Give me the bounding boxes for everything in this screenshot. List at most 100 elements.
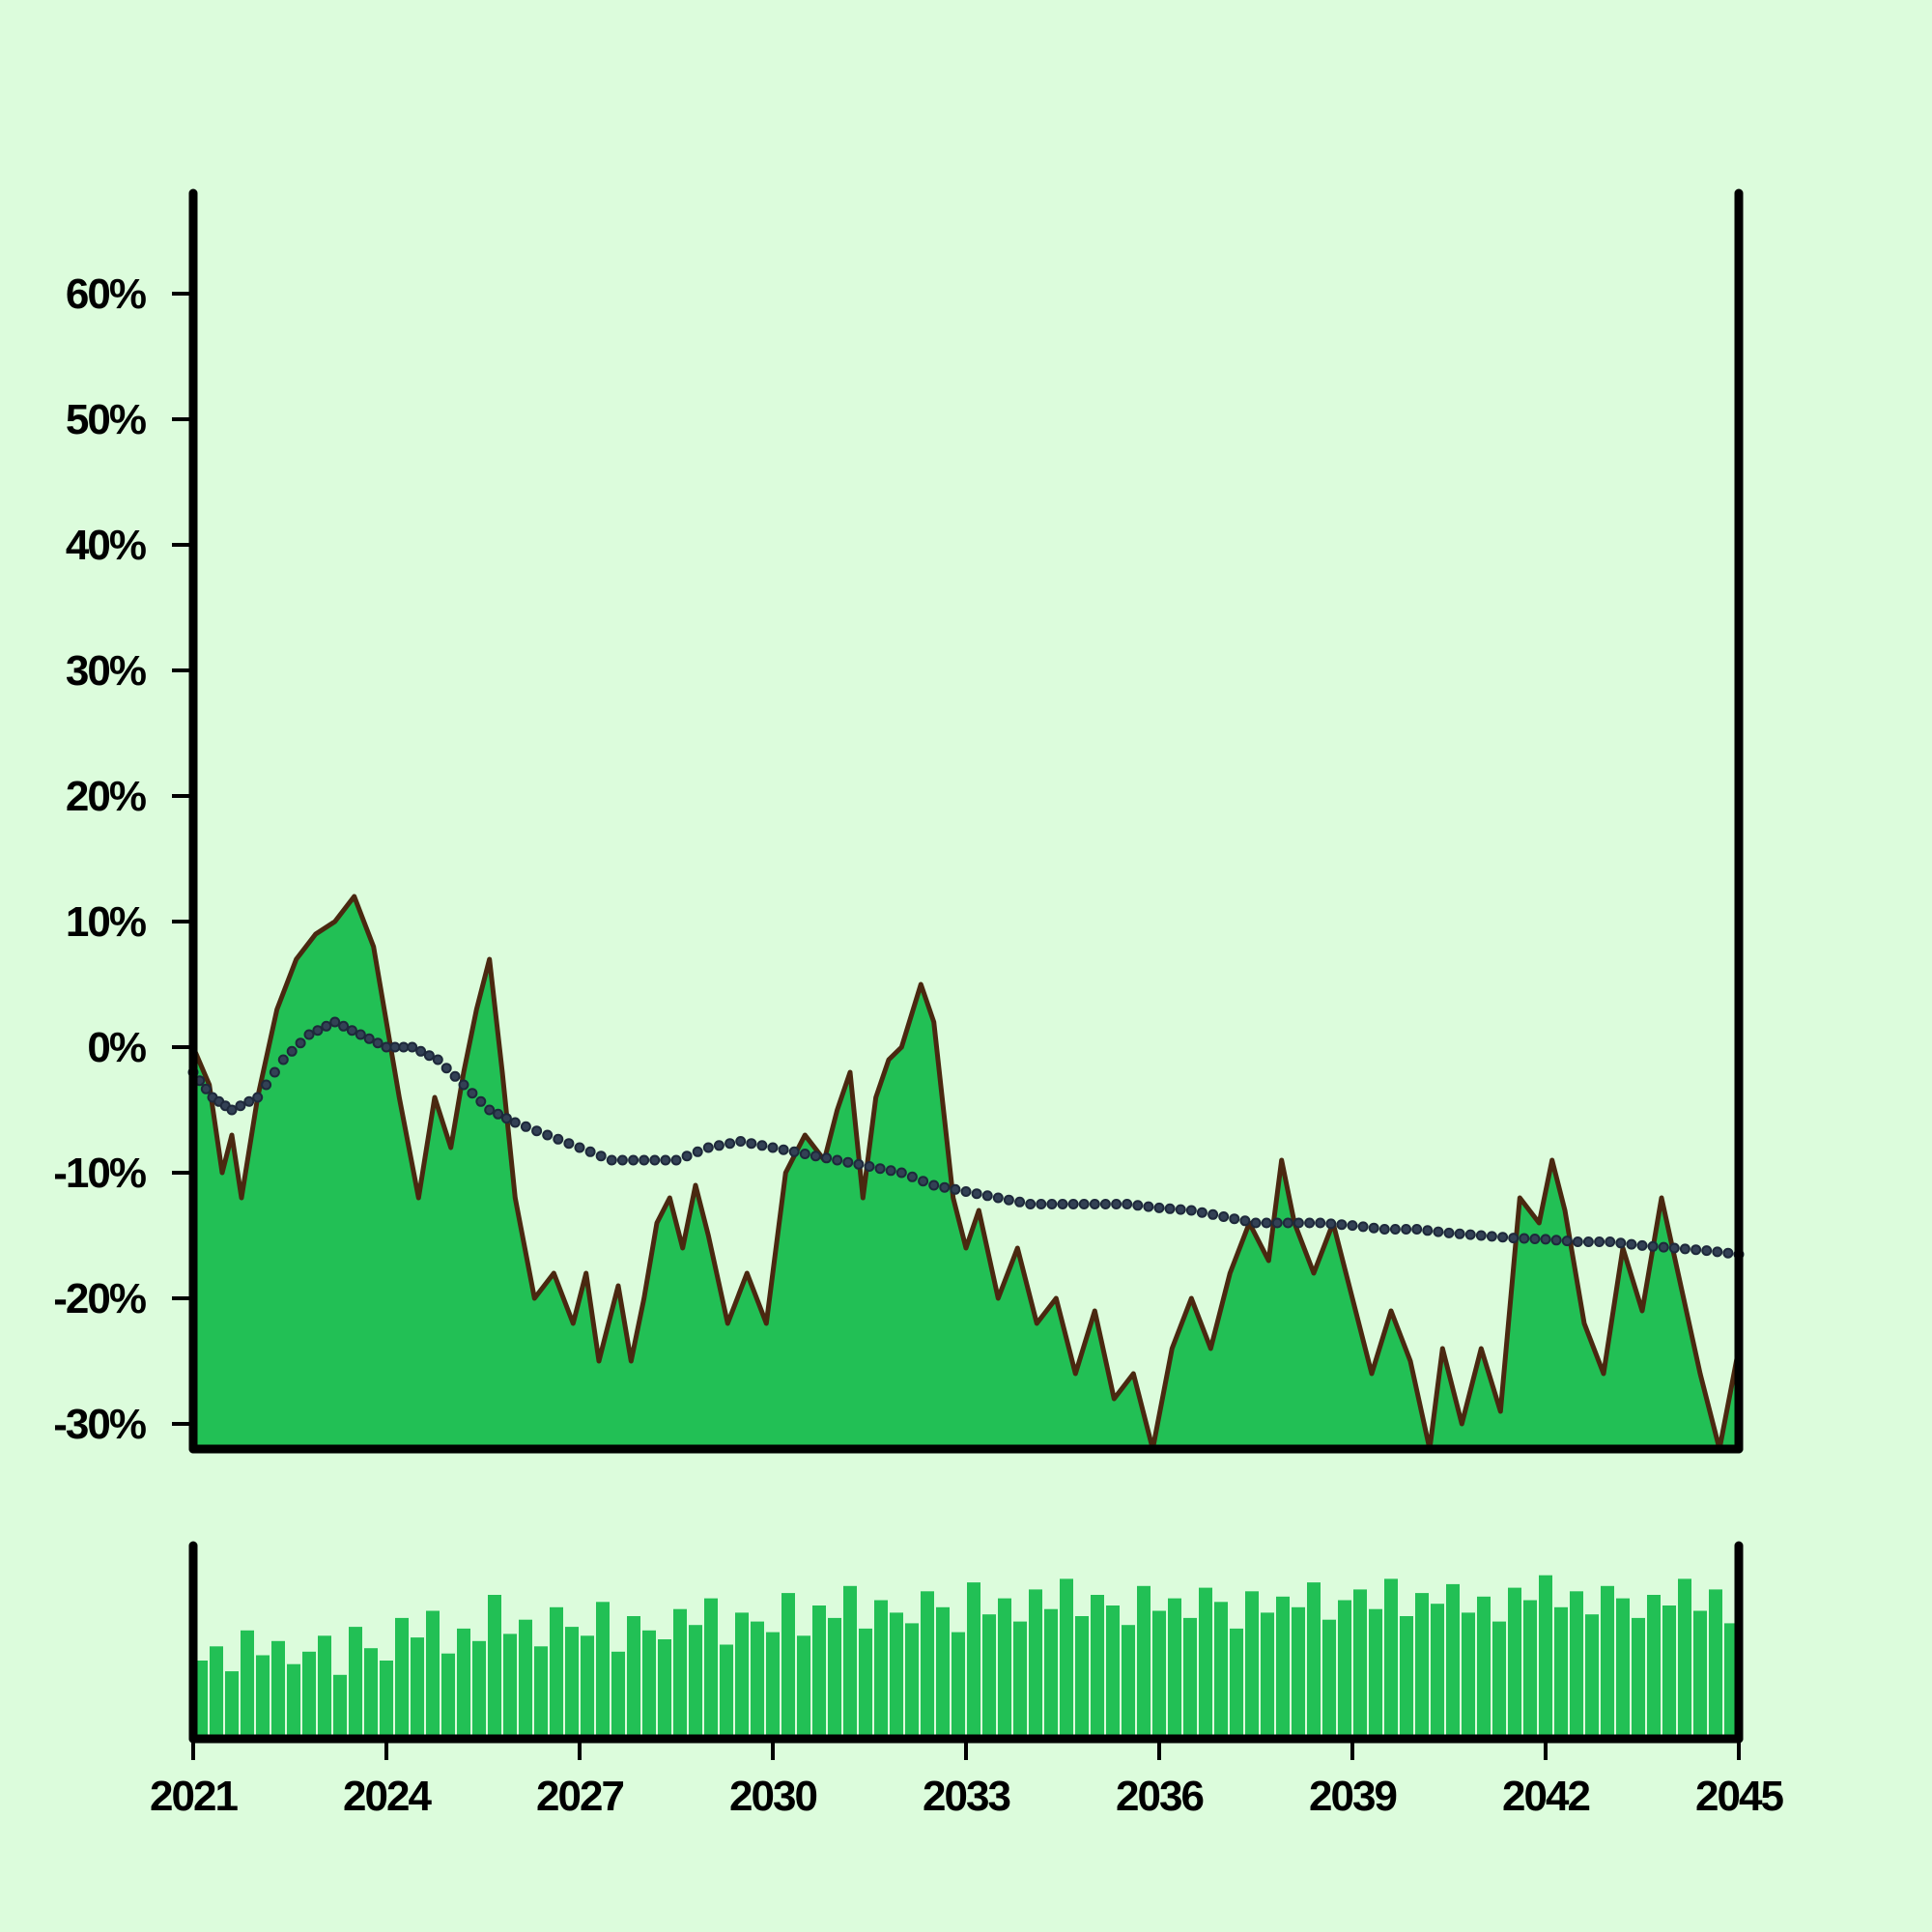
trend-dot [493, 1108, 504, 1120]
volume-bar [1369, 1608, 1382, 1739]
trend-dot [1153, 1202, 1165, 1213]
volume-bar [1245, 1591, 1259, 1739]
volume-bar [828, 1617, 841, 1739]
volume-bar [642, 1630, 656, 1739]
series-line [190, 894, 1742, 1452]
trend-dot [1658, 1241, 1669, 1253]
trend-dot [467, 1088, 478, 1099]
x-tick-label: 2036 [1116, 1773, 1203, 1820]
trend-dot [713, 1140, 724, 1151]
trend-dot [329, 1016, 341, 1028]
trend-dot [1722, 1247, 1734, 1259]
trend-dot [1529, 1234, 1541, 1244]
trend-dot [520, 1121, 531, 1132]
trend-dot [681, 1151, 693, 1162]
y-tick-label: -20% [53, 1275, 146, 1322]
trend-dot [853, 1158, 865, 1170]
trend-dot [1111, 1199, 1122, 1209]
trend-dot [906, 1171, 918, 1182]
trend-dot [475, 1095, 487, 1107]
volume-bar [241, 1630, 254, 1739]
volume-bar [210, 1646, 223, 1739]
trend-dot [971, 1188, 982, 1200]
y-tick-label: -30% [53, 1401, 146, 1448]
trend-dot [1712, 1246, 1723, 1258]
area-fill [193, 896, 1739, 1449]
volume-bar [1183, 1617, 1197, 1739]
trend-dot [670, 1154, 682, 1166]
volume-bar [874, 1600, 888, 1739]
trend-dot [1347, 1220, 1358, 1232]
trend-dot [1433, 1226, 1444, 1237]
trend-dot [606, 1154, 617, 1166]
volume-bar [1307, 1582, 1321, 1739]
trend-dot [767, 1142, 779, 1153]
volume-bar [781, 1593, 795, 1739]
trend-dot [724, 1138, 736, 1150]
trend-dot [1636, 1239, 1648, 1251]
trend-dot [1454, 1228, 1465, 1239]
trend-dot [1605, 1236, 1616, 1247]
trend-dot [692, 1146, 703, 1157]
trend-dot [1229, 1213, 1240, 1225]
trend-dot [1014, 1196, 1026, 1208]
volume-bar [1446, 1583, 1460, 1739]
trend-dot [1132, 1200, 1144, 1211]
volume-bar [611, 1651, 625, 1739]
trend-dot [799, 1149, 810, 1159]
volume-bar [1477, 1596, 1491, 1739]
trend-dot [895, 1167, 907, 1179]
trend-dot [381, 1041, 392, 1053]
volume-bar [1075, 1616, 1089, 1739]
volume-bar [1601, 1585, 1614, 1739]
trend-dot [1304, 1217, 1316, 1229]
x-tick-label: 2039 [1309, 1773, 1396, 1820]
trend-dot [563, 1138, 575, 1150]
trend-dot [992, 1192, 1004, 1204]
trend-dot [1626, 1238, 1637, 1250]
trend-dot [553, 1133, 564, 1145]
volume-bar [1292, 1606, 1305, 1739]
volume-bar [998, 1598, 1011, 1739]
volume-bar [1199, 1587, 1212, 1739]
volume-bar [921, 1591, 934, 1739]
trend-dot [1519, 1233, 1530, 1244]
trend-dot [1325, 1218, 1337, 1230]
trend-dot [484, 1104, 496, 1116]
trend-dot [1003, 1194, 1014, 1206]
volume-bar [797, 1635, 810, 1739]
volume-bar [1693, 1610, 1707, 1739]
volume-bar [1353, 1589, 1367, 1739]
trend-dot [500, 1113, 512, 1124]
trend-dot [1378, 1224, 1390, 1235]
volume-bar [225, 1671, 239, 1739]
volume-bar [256, 1655, 270, 1739]
trend-dot [939, 1181, 951, 1193]
volume-bar [1060, 1578, 1073, 1739]
trend-dot [756, 1140, 768, 1151]
volume-bar [364, 1648, 378, 1739]
volume-bar [751, 1621, 764, 1739]
volume-bar [1415, 1593, 1429, 1739]
trend-dot [746, 1138, 757, 1150]
trend-dot [1164, 1203, 1176, 1214]
trend-dot [1486, 1231, 1497, 1242]
trend-dot [243, 1095, 255, 1107]
volume-bar [1168, 1598, 1181, 1739]
x-tick-label: 2024 [343, 1773, 432, 1820]
trend-dot [407, 1041, 418, 1053]
trend-dot [639, 1154, 650, 1166]
volume-bar [503, 1634, 517, 1739]
trend-dot [261, 1079, 272, 1091]
volume-bar [457, 1628, 470, 1739]
volume-bar [302, 1651, 316, 1739]
trend-dot [1196, 1207, 1208, 1218]
volume-bar [967, 1582, 980, 1739]
trend-dot [398, 1041, 410, 1053]
trend-dot [338, 1020, 350, 1032]
volume-bar [1122, 1625, 1135, 1739]
volume-bar [1338, 1600, 1351, 1739]
trend-dot [1572, 1236, 1583, 1247]
volume-bar [1029, 1589, 1042, 1739]
trend-dot [1615, 1237, 1627, 1249]
